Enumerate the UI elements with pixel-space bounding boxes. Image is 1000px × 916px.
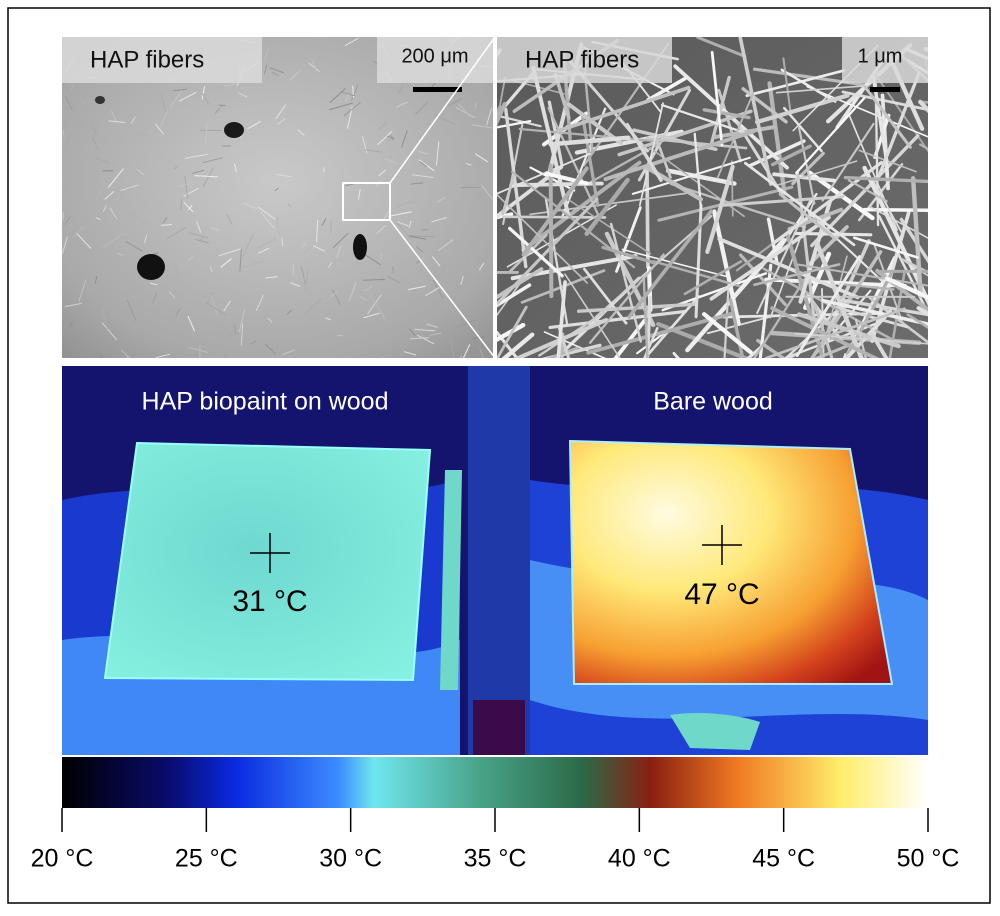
thermal-region — [473, 700, 525, 755]
fiber — [920, 102, 986, 104]
fiber — [926, 49, 999, 74]
temperature-label: 31 °C — [232, 585, 307, 618]
pore — [137, 254, 165, 280]
fiber — [926, 211, 1000, 249]
sem-image-low-mag — [62, 37, 493, 358]
temperature-label: 47 °C — [684, 578, 759, 611]
fiber — [919, 308, 1000, 390]
fiber — [925, 61, 946, 136]
scale-bar-label: 200 μm — [401, 45, 468, 67]
colorbar-tick-label: 45 °C — [752, 845, 815, 873]
scale-bar — [870, 87, 900, 92]
colorbar-tick-label: 25 °C — [175, 845, 238, 873]
colorbar-tick-label: 30 °C — [319, 845, 382, 873]
thermal-region — [468, 366, 530, 755]
texture-stroke — [52, 232, 62, 253]
colorbar-tick-label: 50 °C — [897, 845, 960, 873]
colorbar — [62, 757, 928, 808]
bare-sample — [570, 441, 892, 684]
fiber — [920, 145, 1000, 193]
colorbar-tick-label: 35 °C — [464, 845, 527, 873]
painted-sample — [105, 443, 430, 680]
fiber — [920, 102, 1000, 208]
texture-stroke — [186, 271, 187, 279]
scale-bar — [413, 87, 462, 92]
pore — [353, 234, 367, 260]
sample-label: Bare wood — [653, 388, 773, 416]
sem-label: HAP fibers — [525, 46, 639, 73]
scale-bar-label: 1 μm — [858, 45, 903, 67]
texture-stroke — [324, 167, 325, 172]
pore — [95, 96, 105, 104]
colorbar-tick-label: 20 °C — [31, 845, 94, 873]
sem-label: HAP fibers — [90, 46, 204, 73]
colorbar-tick-label: 40 °C — [608, 845, 671, 873]
colorbar-axis: 20 °C 25 °C 30 °C 35 °C 40 °C 45 °C 50 °C — [31, 808, 960, 873]
texture-stroke — [361, 171, 374, 172]
pore — [224, 122, 244, 138]
fiber — [551, 166, 552, 296]
sample-label: HAP biopaint on wood — [142, 388, 389, 416]
texture-stroke — [381, 254, 382, 259]
